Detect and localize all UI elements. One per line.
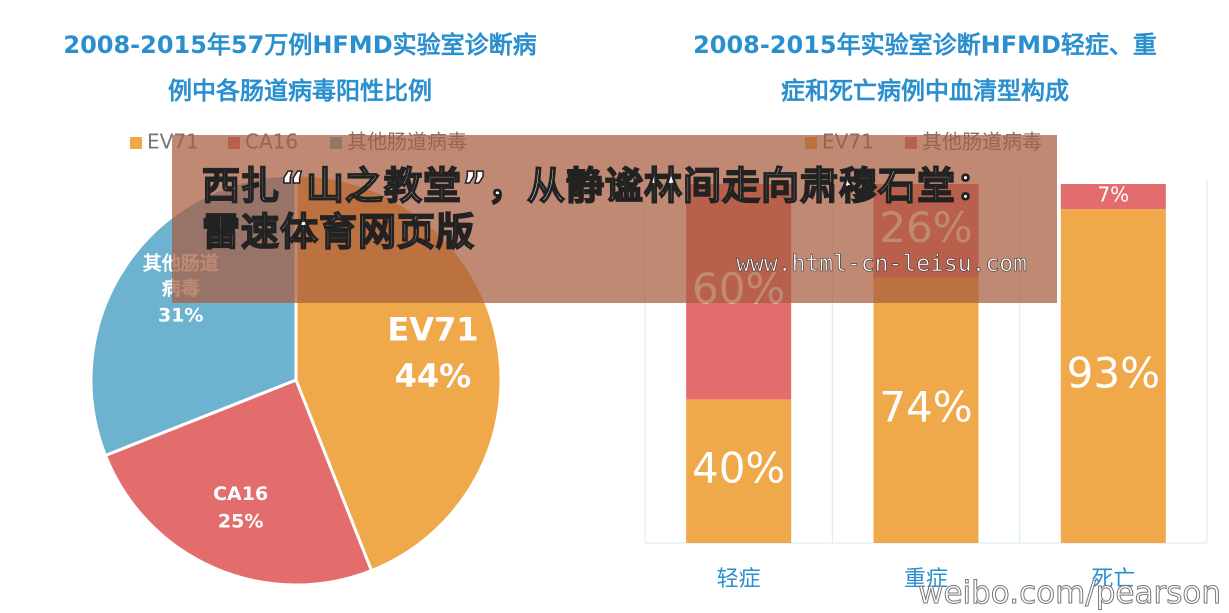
data-label: 7% — [1097, 183, 1129, 207]
data-label: 44% — [395, 357, 472, 395]
data-label: 74% — [879, 383, 972, 432]
banner: 西扎“山之教堂”，从静谧林间走向肃穆石堂：雷速体育网页版 www.html-cn… — [172, 135, 1057, 303]
pie-slice — [103, 378, 374, 587]
data-label: 40% — [692, 444, 785, 493]
banner-url: www.html-cn-leisu.com — [736, 251, 1027, 278]
data-label-name: EV71 — [387, 310, 478, 348]
data-label: 25% — [218, 511, 263, 533]
legend-swatch — [130, 137, 142, 149]
data-label-name: CA16 — [213, 483, 268, 505]
x-tick-label: 死亡 — [1091, 567, 1135, 592]
banner-title: 西扎“山之教堂”，从静谧林间走向肃穆石堂：雷速体育网页版 — [201, 163, 995, 255]
bar-segment — [686, 399, 792, 543]
bar-segment — [1060, 184, 1166, 210]
bar-segment — [1060, 209, 1166, 543]
data-label: 93% — [1067, 349, 1160, 398]
bar-segment — [873, 277, 979, 543]
data-label: 31% — [158, 304, 203, 326]
x-tick-label: 轻症 — [717, 567, 761, 592]
chart-title: 2008-2015年57万例HFMD实验室诊断病例中各肠道病毒阳性比例 — [63, 31, 537, 105]
chart-title: 2008-2015年实验室诊断HFMD轻症、重症和死亡病例中血清型构成 — [693, 31, 1157, 105]
x-tick-label: 重症 — [904, 567, 948, 592]
watermark: weibo.com/pearson — [918, 575, 1222, 612]
